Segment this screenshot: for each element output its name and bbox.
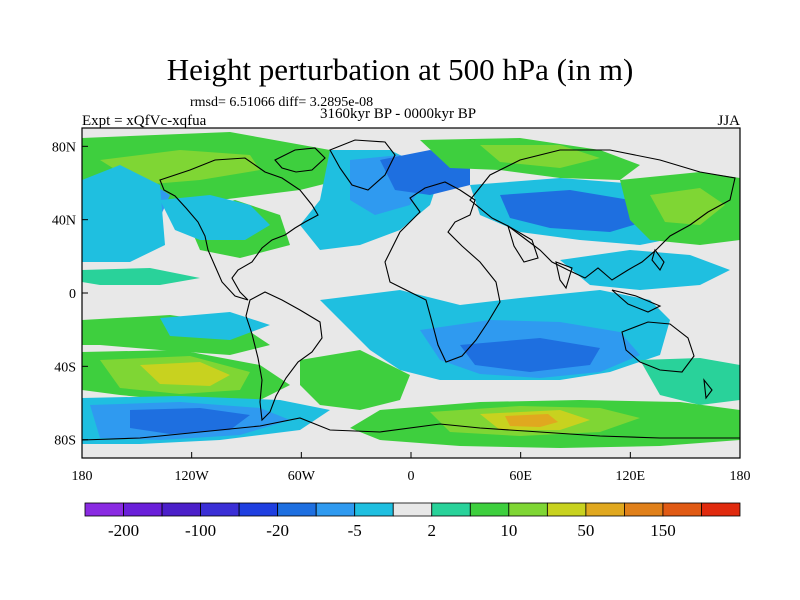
lon-tick-label: 120W (175, 469, 210, 484)
anomaly-region (160, 195, 270, 240)
colorbar-swatch (277, 502, 317, 517)
colorbar-swatch (546, 502, 587, 517)
anomaly-region (160, 312, 270, 340)
season-label: JJA (717, 113, 740, 129)
rmsd-stats: rmsd= 6.51066 diff= 3.2895e-08 (190, 95, 374, 110)
anomaly-region (82, 165, 165, 262)
anomaly-region (480, 145, 600, 168)
colorbar-swatch (662, 502, 702, 517)
latitude-axis: 80N 40N 0 40S 80S (52, 140, 88, 449)
colorbar-label: -20 (266, 521, 289, 540)
plot-title: Height perturbation at 500 hPa (in m) (166, 52, 634, 87)
colorbar-swatch (701, 502, 741, 517)
anomaly-region (460, 338, 600, 372)
lat-tick-label: 0 (69, 287, 76, 302)
colorbar-label: 10 (500, 521, 517, 540)
colorbar-label: 150 (650, 521, 676, 540)
colorbar-swatch (392, 502, 433, 517)
colorbar-swatch (585, 502, 625, 517)
colorbar-swatch (84, 502, 124, 517)
lon-tick-label: 180 (72, 469, 93, 484)
anomaly-region (640, 358, 740, 405)
lat-tick-label: 40N (52, 214, 76, 229)
colorbar-label: 2 (428, 521, 437, 540)
colorbar-swatch (315, 502, 356, 517)
colorbar-swatch (354, 502, 394, 517)
colorbar: -200 -100 -20 -5 2 10 50 150 (84, 502, 741, 540)
lat-tick-label: 80S (54, 434, 76, 449)
anomaly-region (505, 414, 558, 427)
colorbar-label: -100 (185, 521, 216, 540)
colorbar-swatch (624, 502, 664, 517)
colorbar-swatch (161, 502, 201, 517)
time-period: 3160kyr BP - 0000kyr BP (320, 106, 477, 122)
colorbar-label: 50 (577, 521, 594, 540)
lon-tick-label: 60W (288, 469, 316, 484)
colorbar-swatch (123, 502, 163, 517)
lon-tick-label: 60E (509, 469, 532, 484)
colorbar-swatch (238, 502, 279, 517)
longitude-axis: 180 120W 60W 0 60E 120E 180 (72, 452, 751, 484)
anomaly-region (140, 362, 230, 386)
colorbar-swatch (508, 502, 548, 517)
lon-tick-label: 180 (730, 469, 751, 484)
colorbar-label: -5 (348, 521, 362, 540)
anomaly-region (500, 190, 650, 232)
lat-tick-label: 80N (52, 140, 76, 155)
lon-tick-label: 0 (408, 469, 415, 484)
lat-tick-label: 40S (54, 360, 76, 375)
lon-tick-label: 120E (616, 469, 646, 484)
colorbar-label: -200 (108, 521, 139, 540)
anomaly-region (82, 268, 200, 285)
anomaly-region (650, 188, 725, 225)
colorbar-swatch (431, 502, 471, 517)
anomaly-region (130, 408, 250, 434)
anomaly-region (300, 350, 410, 410)
colorbar-swatch (200, 502, 240, 517)
anomaly-region (560, 250, 730, 290)
colorbar-swatch (469, 502, 510, 517)
coastlines (82, 139, 740, 441)
experiment-label: Expt = xQfVc-xqfua (82, 113, 207, 129)
